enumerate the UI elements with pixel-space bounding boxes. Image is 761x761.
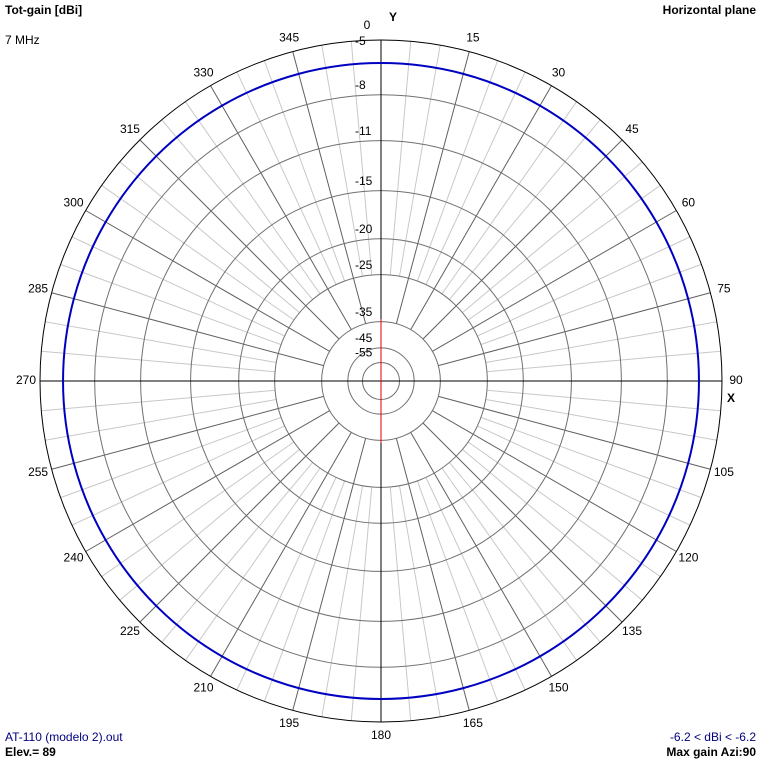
minor-radial (389, 41, 412, 276)
ring-label: -45 (355, 331, 373, 345)
minor-radial (41, 350, 276, 373)
angle-label: 105 (714, 465, 734, 479)
minor-radial (462, 161, 643, 314)
minor-radial (101, 185, 295, 321)
minor-radial (416, 480, 499, 702)
minor-radial (119, 161, 300, 314)
minor-radial (477, 425, 691, 526)
minor-radial (486, 389, 721, 412)
minor-radial (321, 45, 364, 277)
ring-label: -11 (355, 124, 372, 138)
minor-radial (467, 441, 661, 577)
minor-radial (263, 60, 346, 282)
angle-label: 120 (678, 551, 698, 565)
minor-radial (350, 486, 373, 721)
ring-label: -55 (355, 346, 373, 360)
plot (62, 62, 700, 700)
angle-label: 0 (364, 18, 371, 32)
ring-label: -8 (355, 78, 366, 92)
angle-label: 135 (622, 624, 642, 638)
angle-label: 240 (64, 551, 84, 565)
minor-radial (462, 448, 643, 601)
pattern-line (62, 62, 700, 700)
minor-radial (41, 389, 276, 412)
file-name: AT-110 (modelo 2).out (5, 730, 123, 744)
minor-radial (60, 263, 282, 346)
angle-label: 90 (729, 373, 743, 387)
minor-radial (161, 462, 314, 643)
ring-label: -5 (355, 34, 366, 48)
angle-label: 150 (548, 681, 568, 695)
angle-label: 300 (64, 196, 84, 210)
minor-radial (185, 101, 321, 295)
minor-radial (425, 71, 526, 285)
angle-label: 345 (279, 30, 299, 44)
angle-label: 285 (28, 281, 48, 295)
y-axis-label: Y (389, 10, 397, 24)
angle-label: 30 (552, 66, 566, 80)
plane-label: Horizontal plane (663, 3, 757, 17)
minor-radial (416, 60, 499, 282)
minor-radial (485, 398, 717, 441)
max-gain: Max gain Azi:90 (666, 745, 756, 759)
minor-radial (185, 467, 321, 661)
angle-label: 210 (193, 681, 213, 695)
chart-title: Tot-gain [dBi] (5, 3, 82, 17)
minor-radial (486, 350, 721, 373)
minor-radial (485, 321, 717, 364)
angle-label: 165 (463, 716, 483, 730)
minor-radial (45, 321, 277, 364)
minor-radial (480, 263, 702, 346)
minor-radial (161, 119, 314, 300)
angle-label: 195 (279, 716, 299, 730)
minor-radial (71, 425, 285, 526)
minor-radial (45, 398, 277, 441)
minor-radial (350, 41, 373, 276)
minor-radial (398, 485, 441, 717)
minor-radial (448, 119, 601, 300)
angle-label: 330 (193, 66, 213, 80)
angle-label: 180 (371, 728, 391, 742)
minor-radial (321, 485, 364, 717)
minor-radial (425, 477, 526, 691)
gain-range: -6.2 < dBi < -6.2 (670, 730, 756, 744)
minor-radial (389, 486, 412, 721)
minor-radial (477, 236, 691, 337)
angle-label: 270 (16, 373, 36, 387)
minor-radial (119, 448, 300, 601)
minor-radial (263, 480, 346, 702)
elevation: Elev.= 89 (5, 745, 56, 759)
minor-radial (480, 416, 702, 499)
minor-radial (101, 441, 295, 577)
minor-radial (441, 101, 577, 295)
angle-label: 75 (717, 281, 731, 295)
angle-label: 15 (466, 30, 480, 44)
ring-label: -20 (355, 222, 373, 236)
angle-label: 45 (625, 122, 639, 136)
minor-radial (467, 185, 661, 321)
subtitle: 7 MHz (5, 33, 40, 47)
minor-radial (236, 477, 337, 691)
minor-radial (236, 71, 337, 285)
ring-label: -35 (355, 305, 373, 319)
minor-radial (448, 462, 601, 643)
minor-radial (60, 416, 282, 499)
minor-radial (398, 45, 441, 277)
angle-label: 315 (120, 122, 140, 136)
angle-label: 60 (682, 196, 696, 210)
minor-radial (441, 467, 577, 661)
angle-label: 225 (120, 624, 140, 638)
minor-radial (71, 236, 285, 337)
ring-label: -25 (355, 258, 373, 272)
angle-label: 255 (28, 465, 48, 479)
ring-label: -15 (355, 174, 373, 188)
x-axis-label: X (727, 391, 735, 405)
